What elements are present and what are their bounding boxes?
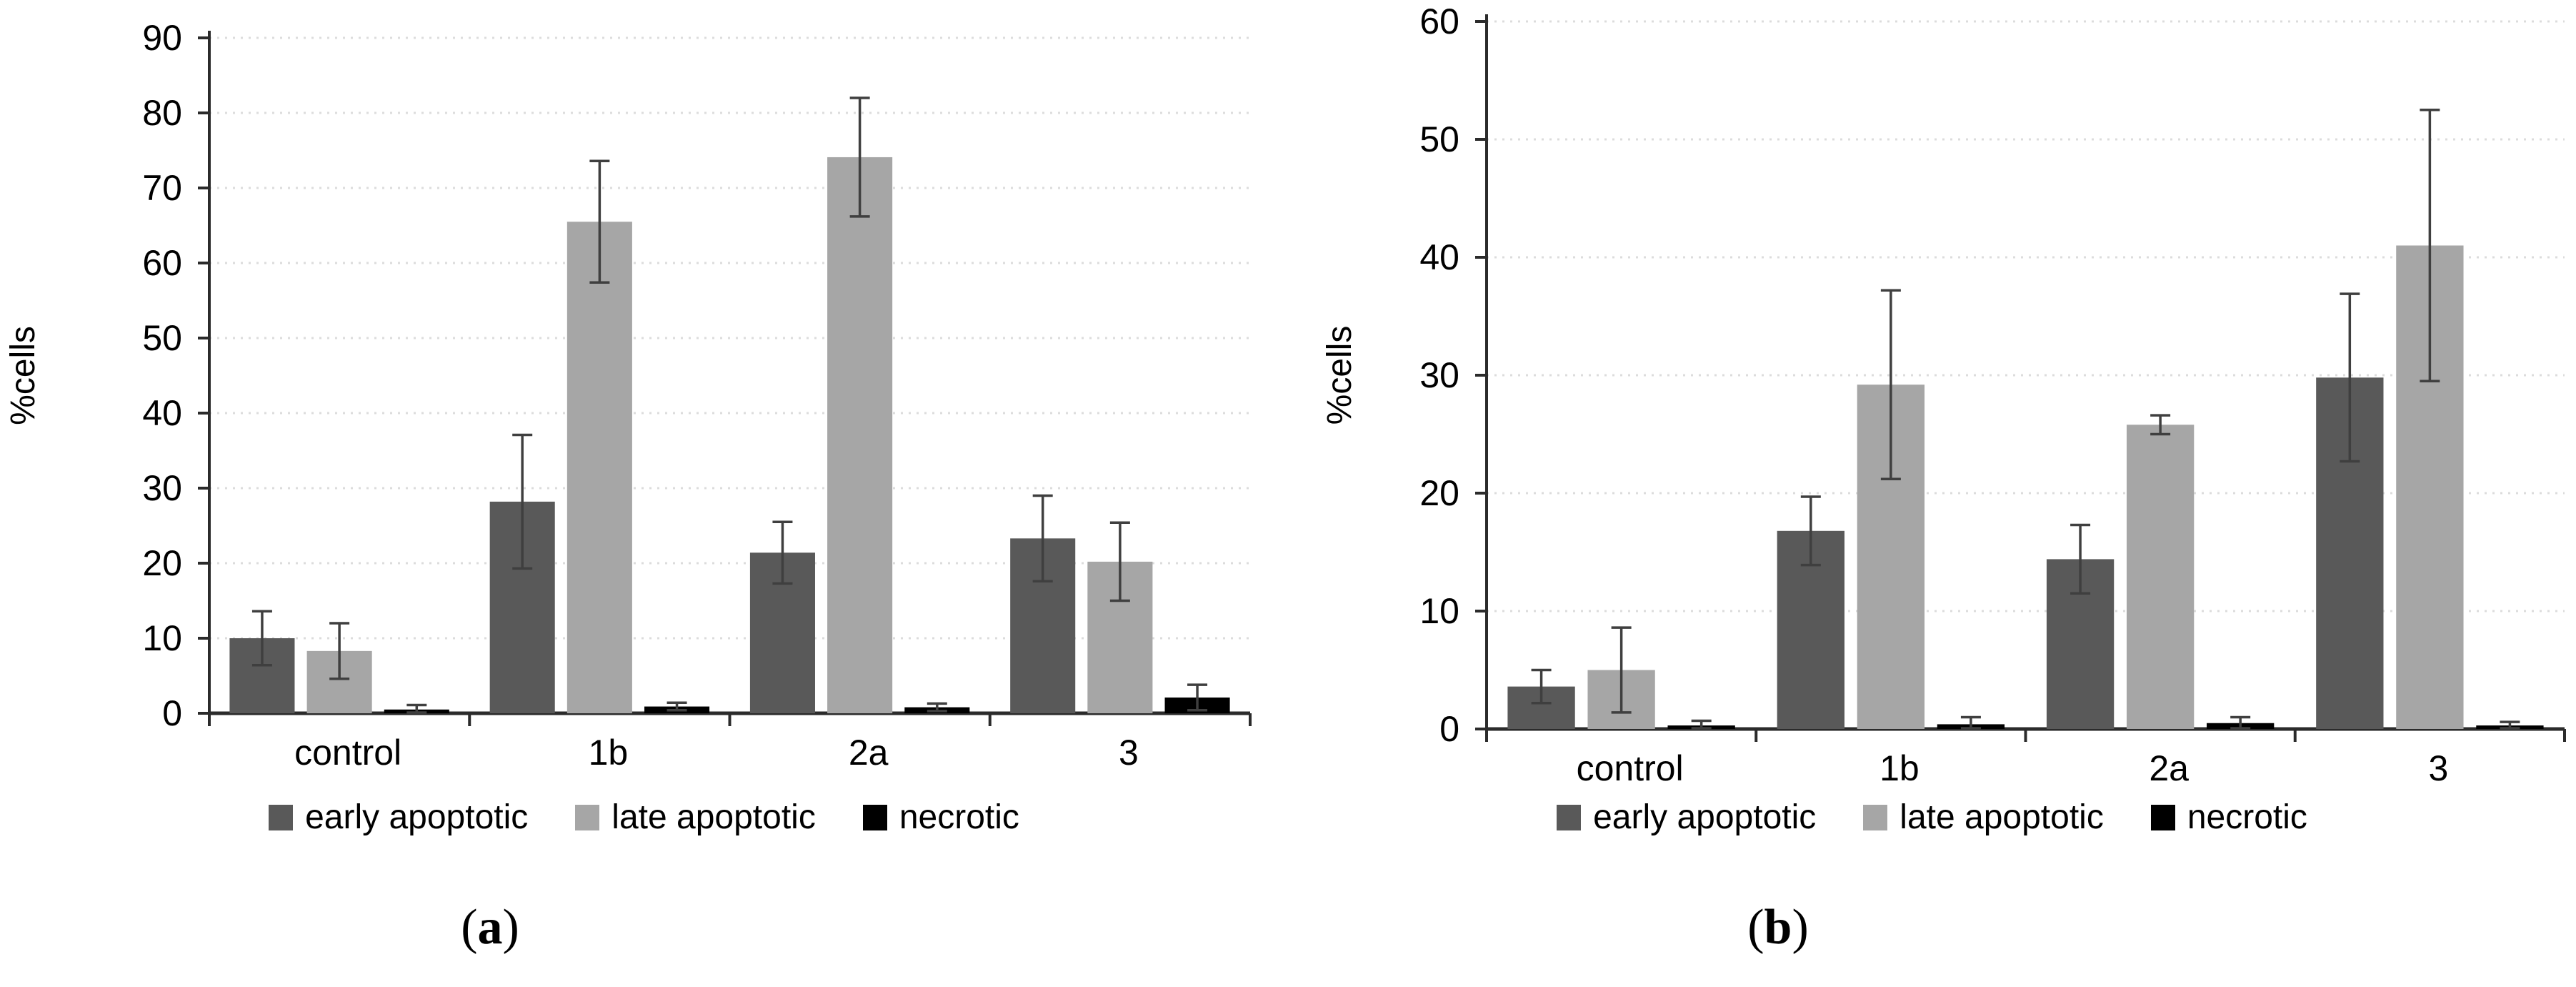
x-tick-label-3: 3	[2428, 748, 2448, 788]
y-tick-label: 0	[1439, 709, 1459, 749]
x-tick-label-2a: 2a	[2149, 748, 2189, 788]
bar-1b-1	[566, 222, 632, 713]
bar-2a-1	[827, 157, 893, 713]
legend-item-early-apoptotic: early apoptotic	[269, 798, 528, 837]
legend-marker-necrotic	[2150, 804, 2175, 830]
x-tick-label-1b: 1b	[1879, 748, 1919, 788]
legend-marker-late-apoptotic	[575, 804, 600, 830]
y-tick-label: 0	[162, 693, 182, 733]
y-axis-title: %cells	[4, 326, 42, 425]
y-axis: 0 10 20 30 40 50 60 70 80 90	[142, 18, 209, 733]
legend-marker-early-apoptotic	[1557, 804, 1582, 830]
caption-a-open: (	[461, 900, 478, 955]
legend-marker-early-apoptotic	[269, 804, 294, 830]
gridlines	[209, 36, 1250, 640]
legend-label-necrotic: necrotic	[899, 798, 1019, 836]
legend-item-late-apoptotic: late apoptotic	[1863, 798, 2104, 837]
error-bars	[1531, 109, 2520, 730]
legend-marker-late-apoptotic	[1863, 804, 1888, 830]
caption-b: (b)	[1747, 899, 1809, 956]
caption-b-letter: b	[1764, 900, 1792, 955]
x-tick-label-1b: 1b	[589, 733, 629, 773]
y-tick-label: 20	[1419, 473, 1459, 513]
caption-a: (a)	[461, 899, 519, 956]
y-axis: 0 10 20 30 40 50 60	[1419, 1, 1487, 749]
y-tick-label: 10	[1419, 591, 1459, 631]
x-tick-label-2a: 2a	[849, 733, 889, 773]
legend-a: early apoptotic late apoptotic necrotic	[0, 798, 1288, 837]
error-bars	[251, 96, 1208, 714]
caption-b-close: )	[1792, 900, 1809, 955]
bars	[1507, 245, 2544, 729]
legend-label-early-apoptotic: early apoptotic	[305, 798, 529, 836]
bar-2a-1	[2126, 425, 2195, 729]
legend-label-late-apoptotic: late apoptotic	[1899, 798, 2104, 836]
bar-chart-a: 0 10 20 30 40 50 60 70 80 90 control 1b 2a 3 %cells	[4, 18, 1252, 773]
y-tick-label: 60	[1419, 1, 1459, 41]
legend-label-early-apoptotic: early apoptotic	[1593, 798, 1817, 836]
legend-item-necrotic: necrotic	[2150, 798, 2307, 837]
legend-marker-necrotic	[862, 804, 887, 830]
legend-b: early apoptotic late apoptotic necrotic	[1288, 798, 2576, 837]
legend-label-necrotic: necrotic	[2187, 798, 2307, 836]
chart-a: 0 10 20 30 40 50 60 70 80 90 control 1b 2a 3 %cells ea…	[0, 18, 1288, 956]
legend-item-early-apoptotic: early apoptotic	[1557, 798, 1816, 837]
y-tick-label: 50	[142, 318, 182, 358]
y-tick-label: 90	[142, 18, 182, 58]
caption-a-letter: a	[477, 900, 503, 955]
y-tick-label: 70	[142, 168, 182, 208]
bar-chart-b: 0 10 20 30 40 50 60 control 1b 2a 3 %cells	[1321, 1, 2566, 788]
y-tick-label: 30	[1419, 355, 1459, 395]
legend-item-necrotic: necrotic	[862, 798, 1019, 837]
y-tick-label: 30	[142, 468, 182, 508]
x-tick-label-control: control	[294, 733, 401, 773]
y-tick-label: 80	[142, 93, 182, 133]
caption-a-close: )	[502, 900, 519, 955]
bars	[229, 157, 1230, 713]
y-tick-label: 40	[142, 393, 182, 433]
legend-item-late-apoptotic: late apoptotic	[575, 798, 816, 837]
y-tick-label: 10	[142, 618, 182, 658]
y-tick-label: 40	[1419, 237, 1459, 277]
legend-label-late-apoptotic: late apoptotic	[611, 798, 816, 836]
caption-b-open: (	[1747, 900, 1764, 955]
chart-b: 0 10 20 30 40 50 60 control 1b 2a 3 %cells early ap…	[1288, 0, 2576, 987]
x-tick-label-3: 3	[1119, 733, 1139, 773]
y-tick-label: 20	[142, 543, 182, 583]
y-tick-label: 60	[142, 243, 182, 283]
y-tick-label: 50	[1419, 119, 1459, 159]
x-tick-label-control: control	[1577, 748, 1684, 788]
y-axis-title: %cells	[1321, 326, 1359, 425]
